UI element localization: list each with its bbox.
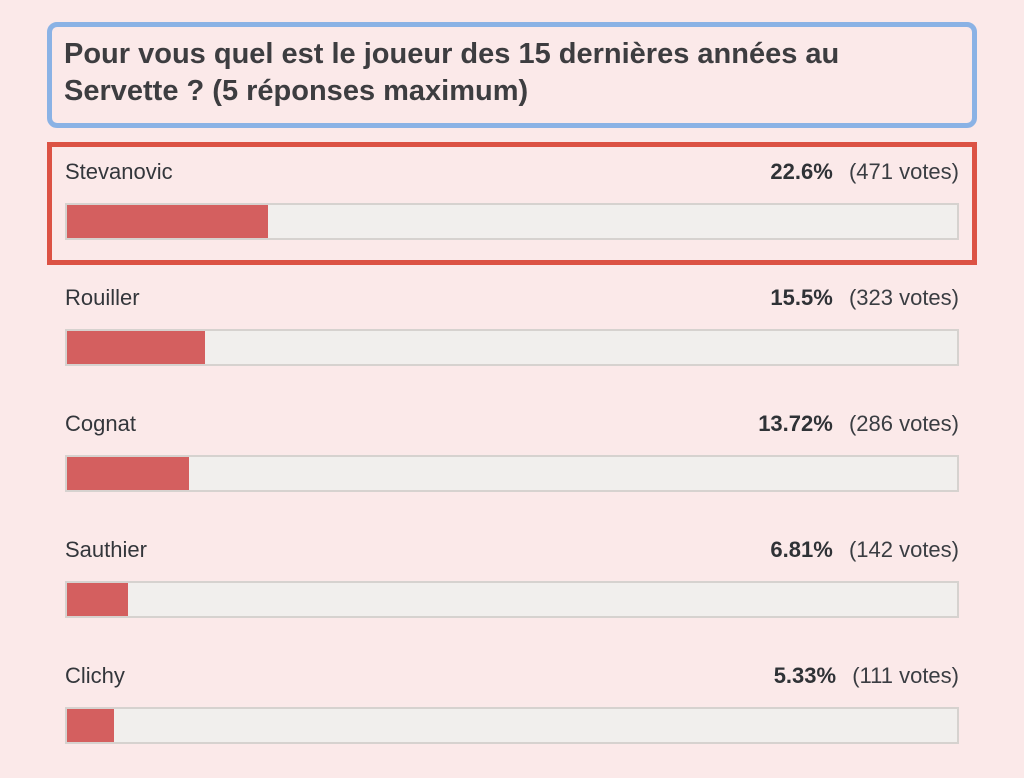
option-header: Clichy 5.33% (111 votes) <box>65 663 959 689</box>
option-bar-fill <box>67 709 115 742</box>
option-label: Clichy <box>65 663 125 688</box>
option-votes: (142 votes) <box>848 537 959 562</box>
option-bar-track <box>65 707 959 744</box>
option-percent: 5.33% <box>773 663 837 688</box>
poll-option-cognat[interactable]: Cognat 13.72% (286 votes) <box>47 394 977 517</box>
option-header: Cognat 13.72% (286 votes) <box>65 411 959 437</box>
option-header: Rouiller 15.5% (323 votes) <box>65 285 959 311</box>
option-percent: 15.5% <box>770 285 833 310</box>
option-header: Sauthier 6.81% (142 votes) <box>65 537 959 563</box>
poll-results-page: Pour vous quel est le joueur des 15 dern… <box>0 22 1024 778</box>
option-percent: 6.81% <box>770 537 833 562</box>
option-bar-fill <box>67 583 128 616</box>
option-bar-track <box>65 455 959 492</box>
option-votes: (111 votes) <box>852 663 959 688</box>
poll-option-clichy[interactable]: Clichy 5.33% (111 votes) <box>47 646 977 769</box>
option-bar-fill <box>67 205 269 238</box>
option-votes: (471 votes) <box>848 159 959 184</box>
option-label: Rouiller <box>65 285 140 310</box>
option-percent: 22.6% <box>770 159 833 184</box>
option-label: Sauthier <box>65 537 147 562</box>
option-percent: 13.72% <box>758 411 833 436</box>
poll-option-sauthier[interactable]: Sauthier 6.81% (142 votes) <box>47 520 977 643</box>
poll-option-stevanovic[interactable]: Stevanovic 22.6% (471 votes) <box>47 142 977 265</box>
option-header: Stevanovic 22.6% (471 votes) <box>65 159 959 185</box>
option-bar-track <box>65 329 959 366</box>
option-votes: (323 votes) <box>848 285 959 310</box>
poll-question-box: Pour vous quel est le joueur des 15 dern… <box>47 22 977 128</box>
option-bar-track <box>65 203 959 240</box>
option-bar-fill <box>67 331 205 364</box>
poll-option-rouiller[interactable]: Rouiller 15.5% (323 votes) <box>47 268 977 391</box>
option-stats: 13.72% (286 votes) <box>758 411 959 437</box>
option-bar-fill <box>67 457 190 490</box>
option-bar-track <box>65 581 959 618</box>
option-votes: (286 votes) <box>848 411 959 436</box>
poll-options-list: Stevanovic 22.6% (471 votes) Rouiller 15… <box>47 142 977 769</box>
option-stats: 5.33% (111 votes) <box>774 663 959 689</box>
option-stats: 6.81% (142 votes) <box>770 537 959 563</box>
option-stats: 22.6% (471 votes) <box>770 159 959 185</box>
option-label: Stevanovic <box>65 159 173 184</box>
option-label: Cognat <box>65 411 136 436</box>
option-stats: 15.5% (323 votes) <box>770 285 959 311</box>
poll-question: Pour vous quel est le joueur des 15 dern… <box>64 38 840 107</box>
